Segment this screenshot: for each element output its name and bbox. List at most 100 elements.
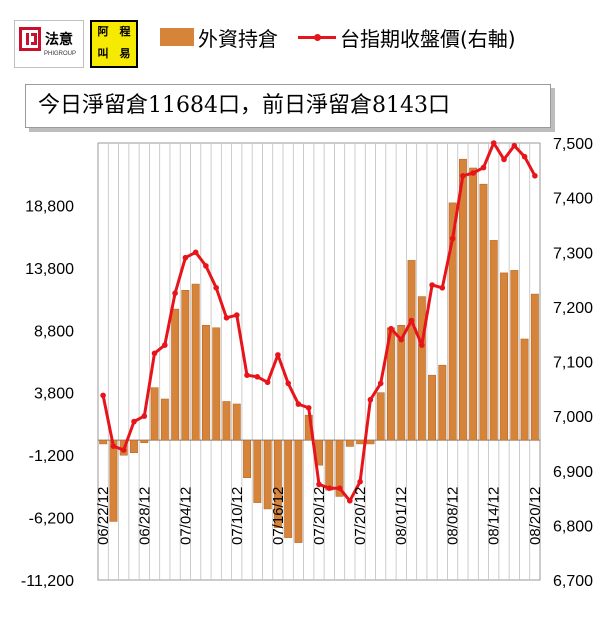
- y-right-tick-label: 6,700: [553, 573, 593, 590]
- line-point: [223, 315, 230, 321]
- bar: [345, 439, 354, 447]
- x-tick-label: 08/01/12: [393, 487, 410, 545]
- bar: [150, 387, 159, 441]
- bar: [448, 202, 457, 441]
- line-point: [244, 372, 250, 379]
- line-series: [100, 140, 538, 504]
- x-tick-label: 08/14/12: [486, 487, 503, 545]
- line-point: [470, 170, 477, 176]
- x-tick-label: 08/20/12: [527, 487, 544, 545]
- y-left-tick-label: 18,800: [25, 198, 74, 215]
- x-tick-label: 07/10/12: [229, 487, 246, 545]
- line-point: [408, 317, 415, 324]
- x-tick-label: 08/08/12: [445, 487, 462, 545]
- line-point: [357, 478, 363, 485]
- y-axis-right: 7,500 7,400 7,300 7,200 7,100 7,000 6,900 6,800…: [553, 136, 593, 590]
- badge-char: 阿: [97, 25, 109, 38]
- bar: [489, 240, 498, 441]
- brand-logo: 法意 PHIGROUP: [14, 20, 84, 68]
- bar: [510, 270, 519, 441]
- position-note: 今日淨留倉11684口，前日淨留倉8143口: [25, 84, 551, 128]
- bar: [397, 324, 406, 441]
- line-point: [429, 282, 435, 288]
- bar: [212, 327, 221, 441]
- legend-line-label: 台指期收盤價(右軸): [340, 26, 516, 51]
- badge-char: 易: [119, 47, 131, 60]
- bar: [232, 403, 241, 441]
- y-right-tick-label: 7,400: [553, 191, 593, 208]
- bar: [325, 439, 334, 491]
- line-point: [347, 498, 353, 504]
- y-right-tick-label: 6,900: [553, 464, 593, 481]
- bar: [130, 439, 138, 454]
- bar: [520, 338, 529, 441]
- line-point: [511, 142, 518, 149]
- legend-bar-swatch: [160, 28, 194, 46]
- bar: [222, 401, 231, 441]
- line-point: [449, 235, 456, 242]
- bar: [284, 439, 293, 538]
- line-point: [460, 173, 466, 179]
- line-point: [439, 285, 446, 291]
- y-left-tick-label: -6,200: [29, 511, 74, 528]
- bar: [263, 439, 272, 510]
- bar: [160, 398, 169, 441]
- bar: [417, 296, 426, 441]
- legend-bar-label: 外資持倉: [198, 26, 278, 51]
- line-point: [141, 413, 148, 419]
- bar: [243, 439, 251, 479]
- badge-char: 叫: [97, 47, 109, 60]
- bar: [181, 289, 190, 441]
- brand-name: 法意: [45, 32, 73, 48]
- line-point: [264, 379, 271, 386]
- y-axis-left: 18,800 13,800 8,800 3,800 -1,200 -6,200 -11,20…: [21, 198, 74, 590]
- line-point: [480, 164, 487, 171]
- bar: [530, 293, 539, 441]
- x-tick-label: 07/20/12: [311, 487, 328, 545]
- bar: [428, 374, 436, 441]
- line-point: [419, 342, 425, 348]
- line-point: [172, 290, 178, 297]
- line-point: [316, 481, 322, 488]
- x-tick-label: 07/04/12: [177, 487, 194, 545]
- line-point: [367, 396, 374, 403]
- line-point: [521, 153, 528, 160]
- y-left-tick-label: 13,800: [25, 261, 74, 278]
- line-point: [398, 336, 405, 343]
- x-axis: 06/22/12 06/28/12 07/04/12 07/10/12 07/16/12…: [95, 487, 544, 545]
- bar: [273, 439, 282, 528]
- bar: [356, 439, 365, 445]
- bar: [294, 439, 303, 543]
- line-point: [254, 374, 261, 380]
- line-point: [203, 263, 209, 269]
- line-point: [213, 285, 219, 291]
- line-point: [305, 405, 312, 411]
- line-point: [120, 447, 127, 453]
- y-left-tick-label: 3,800: [34, 386, 74, 403]
- legend-line-swatch: [298, 28, 336, 46]
- line-point: [377, 380, 384, 387]
- bar: [407, 260, 416, 441]
- y-left-tick-label: -1,200: [29, 448, 74, 465]
- line-point: [110, 443, 117, 450]
- x-tick-label: 07/20/12: [352, 487, 369, 545]
- line-point: [285, 380, 292, 387]
- line-point: [336, 485, 343, 492]
- brand-subtitle: PHIGROUP: [44, 51, 77, 57]
- bar-series: [99, 158, 539, 543]
- x-tick-label: 07/16/12: [270, 487, 287, 545]
- line-point: [275, 352, 281, 358]
- bar: [458, 158, 467, 441]
- bar: [366, 439, 375, 445]
- line-point: [192, 249, 199, 256]
- bar: [479, 183, 488, 441]
- line-point: [162, 342, 168, 348]
- bar: [191, 283, 200, 441]
- bar: [202, 324, 210, 441]
- bar: [140, 439, 149, 444]
- line-point: [490, 140, 497, 146]
- badge-char: 程: [119, 25, 131, 38]
- y-left-tick-label: 8,800: [34, 323, 74, 340]
- bar: [99, 439, 108, 445]
